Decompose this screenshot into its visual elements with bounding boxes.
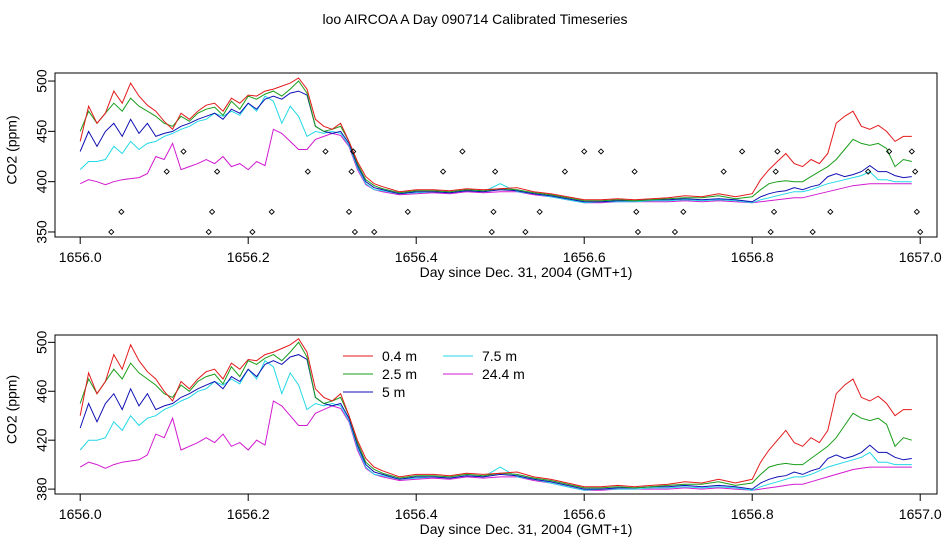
- x-tick-label: 1656.0: [59, 249, 102, 265]
- x-tick-label: 1656.4: [395, 249, 438, 265]
- scatter-point: [439, 168, 447, 175]
- legend-label: 2.5 m: [382, 366, 417, 382]
- scatter-point: [371, 228, 378, 236]
- scatter-point: [249, 228, 256, 236]
- scatter-point: [720, 168, 727, 175]
- x-axis-label: Day since Dec. 31, 2004 (GMT+1): [420, 521, 633, 537]
- y-tick-label: 350: [34, 220, 50, 244]
- scatter-point: [522, 228, 529, 236]
- figure-title: loo AIRCOA A Day 090714 Calibrated Times…: [322, 11, 628, 27]
- scatter-point: [772, 168, 779, 175]
- x-tick-label: 1656.2: [227, 249, 270, 265]
- panel-1: 1656.0 1656.2 1656.4 1656.6 1656.8 1657.0 350 4…: [4, 69, 942, 280]
- scatter-point: [912, 168, 919, 175]
- y-tick-label: 500: [34, 69, 50, 93]
- legend: 0.4 m 2.5 m 5 m 7.5 m 24.4 m: [343, 348, 525, 400]
- x-axis-label: Day since Dec. 31, 2004 (GMT+1): [420, 264, 633, 280]
- series-line-2-5-m: [79, 80, 912, 202]
- series-line-24-4-m: [79, 128, 912, 204]
- y-tick-label: 450: [34, 119, 50, 143]
- scatter-point: [634, 228, 642, 236]
- y-tick-label: 460: [34, 379, 50, 403]
- scatter-point: [348, 168, 355, 175]
- scatter-point: [767, 228, 774, 236]
- scatter-point: [774, 148, 781, 155]
- x-tick-label: 1656.4: [395, 506, 438, 522]
- scatter-point: [108, 228, 115, 236]
- scatter-point: [459, 148, 466, 155]
- scatter-point: [913, 208, 920, 215]
- scatter-point: [738, 148, 746, 155]
- scatter-point: [180, 148, 187, 155]
- scatter-point: [213, 168, 221, 175]
- series-line-7-5-m: [79, 359, 912, 491]
- scatter-point: [490, 208, 497, 215]
- scatter-point: [351, 228, 359, 236]
- scatter-point: [680, 208, 687, 215]
- y-axis-label: CO2 (ppm): [4, 115, 20, 184]
- scatter-point: [561, 168, 569, 175]
- scatter-point: [268, 208, 275, 215]
- scatter-point: [770, 208, 778, 215]
- legend-label: 5 m: [382, 384, 405, 400]
- x-tick-label: 1656.8: [731, 249, 774, 265]
- series-line-5-m: [79, 354, 912, 490]
- legend-label: 7.5 m: [482, 348, 517, 364]
- scatter-point: [908, 148, 915, 155]
- scatter-point: [581, 148, 588, 155]
- plot-frame: [54, 334, 938, 495]
- scatter-point: [827, 208, 834, 215]
- series-line-0-4-m: [79, 337, 912, 488]
- x-tick-label: 1656.0: [59, 506, 102, 522]
- scatter-point: [917, 228, 924, 236]
- x-tick-label: 1657.0: [899, 249, 942, 265]
- scatter-point: [488, 228, 495, 236]
- series-line-7-5-m: [79, 95, 912, 204]
- series-line-2-5-m: [79, 341, 912, 489]
- scatter-point: [597, 148, 605, 155]
- x-tick-label: 1656.6: [563, 249, 606, 265]
- scatter-point: [404, 208, 411, 215]
- scatter-point: [304, 168, 311, 175]
- scatter-point: [350, 148, 357, 155]
- scatter-point: [492, 168, 499, 175]
- y-tick-label: 380: [34, 477, 50, 501]
- series-line-5-m: [79, 90, 912, 203]
- scatter-point: [163, 168, 170, 175]
- scatter-point: [885, 148, 893, 155]
- x-tick-label: 1657.0: [899, 506, 942, 522]
- scatter-point: [118, 208, 125, 215]
- panel-2: 1656.0 1656.2 1656.4 1656.6 1656.8 1657.0 380 4…: [4, 330, 942, 537]
- scatter-point: [322, 148, 329, 155]
- scatter-point: [809, 228, 816, 236]
- legend-label: 0.4 m: [382, 348, 417, 364]
- x-tick-label: 1656.6: [563, 506, 606, 522]
- y-axis-label: CO2 (ppm): [4, 375, 20, 444]
- scatter-point: [208, 208, 216, 215]
- y-tick-label: 420: [34, 428, 50, 452]
- series-line-24-4-m: [79, 400, 912, 491]
- plot-frame: [54, 72, 938, 238]
- y-tick-label: 500: [34, 330, 50, 354]
- x-tick-label: 1656.8: [731, 506, 774, 522]
- scatter-point: [205, 228, 212, 236]
- scatter-point: [864, 168, 872, 175]
- series-line-0-4-m: [79, 77, 912, 201]
- scatter-point: [633, 208, 640, 215]
- legend-label: 24.4 m: [482, 366, 525, 382]
- x-tick-label: 1656.2: [227, 506, 270, 522]
- y-tick-label: 400: [34, 170, 50, 194]
- scatter-point: [631, 168, 638, 175]
- scatter-point: [671, 228, 679, 236]
- scatter-point: [536, 208, 543, 215]
- scatter-point: [345, 208, 353, 215]
